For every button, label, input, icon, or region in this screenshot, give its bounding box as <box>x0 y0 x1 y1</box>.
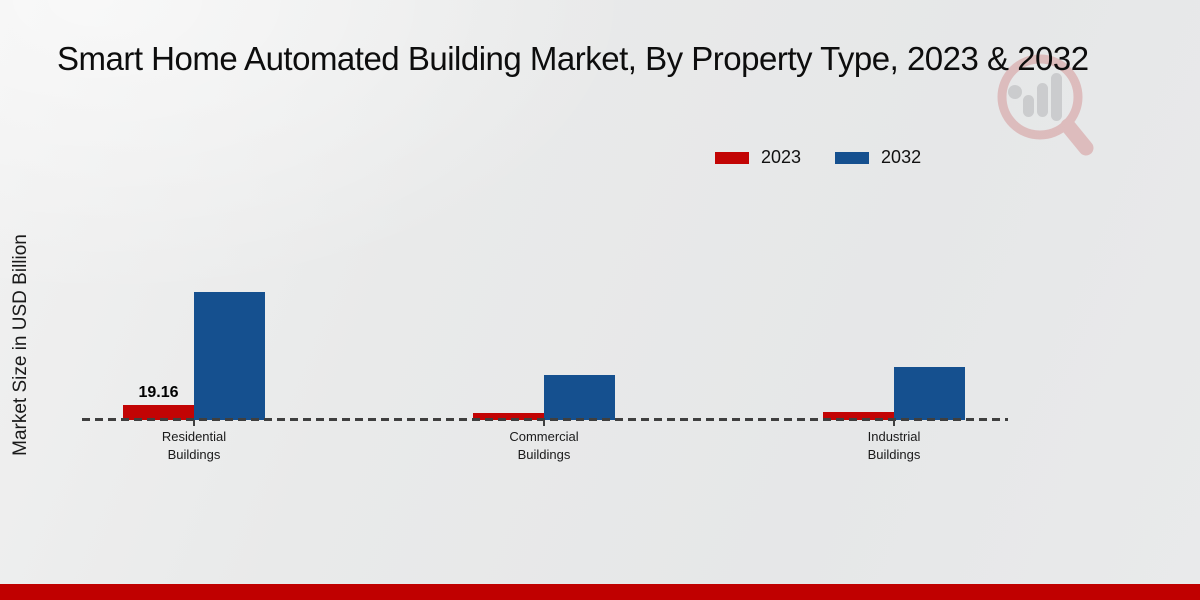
category-label-commercial-buildings: Commercial Buildings <box>509 429 579 462</box>
category-label-industrial-buildings: Industrial Buildings <box>867 429 921 462</box>
x-axis-dashed-baseline <box>82 418 1008 421</box>
legend-item-2023: 2023 <box>715 147 801 168</box>
bar-2032-residential-buildings <box>194 292 265 420</box>
magnifier-icon <box>997 54 1094 156</box>
legend: 2023 2032 <box>715 147 921 168</box>
chart-title: Smart Home Automated Building Market, By… <box>57 40 1089 77</box>
bar-chart-glyph-icon <box>1008 73 1062 121</box>
bar-2023-residential-buildings <box>123 404 194 420</box>
legend-label-2032: 2032 <box>881 147 922 167</box>
legend-item-2032: 2032 <box>835 147 921 168</box>
axis-tick-commercial-buildings <box>543 420 545 426</box>
footer-accent-bar <box>0 584 1200 600</box>
value-label-2023-residential-buildings: 19.16 <box>138 383 179 401</box>
legend-label-2023: 2023 <box>761 147 802 167</box>
bar-2032-commercial-buildings <box>544 375 615 420</box>
bar-2023-commercial-buildings <box>473 412 544 420</box>
legend-swatch-2032 <box>835 151 870 164</box>
axis-tick-industrial-buildings <box>893 420 895 426</box>
axis-tick-residential-buildings <box>193 420 195 426</box>
category-label-residential-buildings: Residential Buildings <box>161 429 227 462</box>
legend-swatch-2023 <box>715 151 749 164</box>
bar-2023-industrial-buildings <box>823 412 894 420</box>
magnifier-logo-watermark <box>997 54 1094 156</box>
bar-2032-industrial-buildings <box>894 367 965 420</box>
